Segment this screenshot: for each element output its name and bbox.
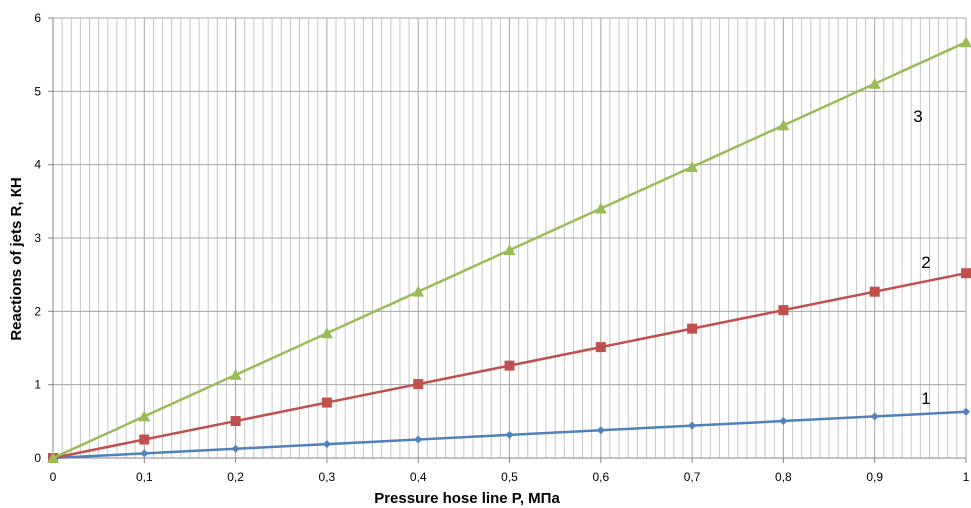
x-tick-label: 0 xyxy=(50,470,57,484)
data-point xyxy=(322,440,331,449)
x-axis-title: Pressure hose line P, МПа xyxy=(374,490,560,507)
data-point xyxy=(961,268,971,279)
x-tick-label: 0,5 xyxy=(501,470,518,484)
data-point xyxy=(47,452,59,463)
curve-labels: 1 2 3 xyxy=(913,107,930,408)
major-gridlines xyxy=(53,17,967,458)
data-point xyxy=(229,368,242,380)
y-tick-label: 0 xyxy=(34,451,41,465)
y-tick-label: 3 xyxy=(34,231,41,245)
x-tick-label: 0,2 xyxy=(227,470,244,484)
data-point xyxy=(686,160,699,172)
data-point xyxy=(688,421,697,430)
data-point xyxy=(870,412,879,421)
data-point xyxy=(596,426,605,435)
curve-label-3: 3 xyxy=(913,107,922,126)
data-point xyxy=(413,379,424,390)
x-tick-label: 1 xyxy=(963,470,970,484)
y-tick-label: 4 xyxy=(34,158,41,172)
data-point xyxy=(962,407,970,416)
data-point xyxy=(320,327,333,339)
y-tick-label: 1 xyxy=(34,378,41,392)
data-point xyxy=(778,305,789,316)
data-point xyxy=(139,434,150,445)
y-tick-label: 2 xyxy=(34,304,41,318)
data-point xyxy=(777,119,790,131)
series-2 xyxy=(48,268,971,463)
x-tick-label: 0,1 xyxy=(136,470,153,484)
series-layer xyxy=(47,36,971,463)
data-point xyxy=(960,36,971,48)
data-point xyxy=(869,286,880,297)
data-point xyxy=(868,77,881,89)
data-point xyxy=(779,417,788,426)
data-point xyxy=(321,397,332,408)
x-tick-label: 0,8 xyxy=(775,470,792,484)
x-tick-label: 0,4 xyxy=(410,470,427,484)
data-point xyxy=(140,449,149,458)
data-point xyxy=(414,435,423,444)
data-point xyxy=(138,410,151,422)
y-tick-label: 6 xyxy=(34,11,41,25)
data-point xyxy=(687,323,698,334)
x-tick-label: 0,7 xyxy=(684,470,701,484)
data-point xyxy=(231,444,240,453)
data-point xyxy=(412,285,425,297)
y-axis-title: Reactions of jets R, КН xyxy=(8,177,25,340)
y-tick-label: 5 xyxy=(34,84,41,98)
y-tick-labels: 0 1 2 3 4 5 6 xyxy=(34,11,41,465)
curve-label-1: 1 xyxy=(921,389,930,408)
data-point xyxy=(594,202,607,214)
series-1 xyxy=(49,407,970,462)
data-point xyxy=(595,342,606,353)
data-point xyxy=(505,430,514,439)
curve-label-2: 2 xyxy=(921,253,930,272)
data-point xyxy=(503,244,516,256)
series-3 xyxy=(47,36,971,463)
x-tick-label: 0,6 xyxy=(592,470,609,484)
x-tick-labels: 0 0,1 0,2 0,3 0,4 0,5 0,6 0,7 0,8 0,9 1 xyxy=(50,470,970,484)
x-tick-label: 0,9 xyxy=(866,470,883,484)
x-tick-label: 0,3 xyxy=(319,470,336,484)
data-point xyxy=(504,360,515,371)
data-point xyxy=(230,416,241,427)
